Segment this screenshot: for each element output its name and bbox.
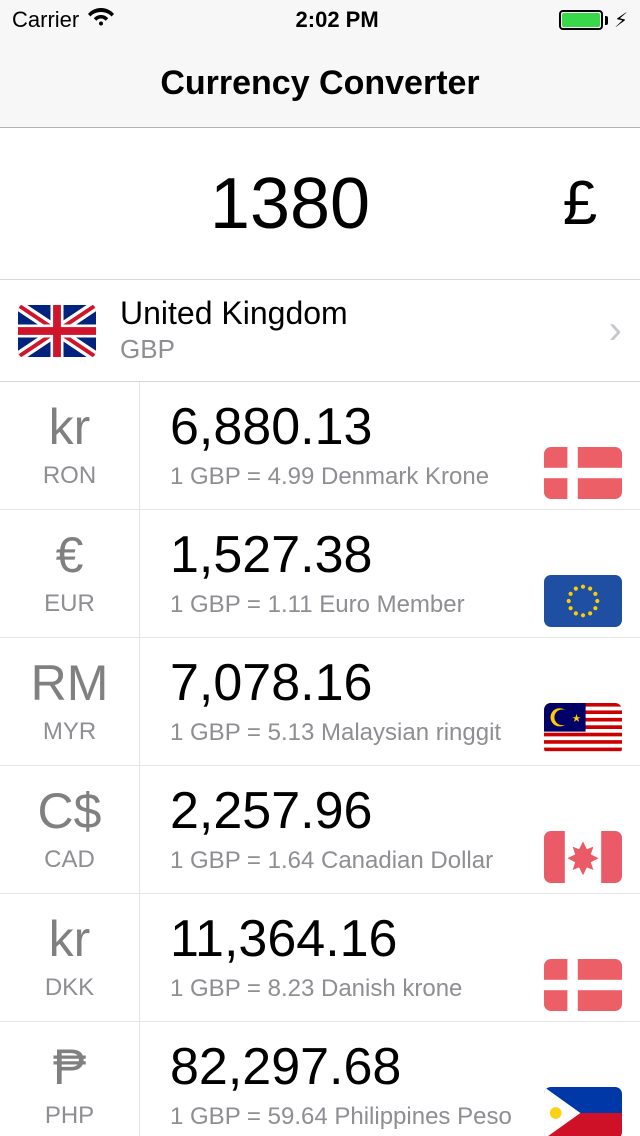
currency-symbol: C$	[38, 786, 102, 836]
converted-amount: 6,880.13	[170, 400, 544, 455]
currency-symbol-col: ₱ PHP	[0, 1022, 140, 1136]
currency-value-col: 6,880.13 1 GBP = 4.99 Denmark Krone	[140, 382, 544, 509]
carrier-label: Carrier	[12, 7, 79, 33]
flag-col	[544, 638, 640, 765]
base-currency-row[interactable]: United Kingdom GBP ›	[0, 280, 640, 382]
currency-symbol: kr	[49, 914, 91, 964]
currency-symbol: €	[56, 530, 84, 580]
currency-symbol-col: € EUR	[0, 510, 140, 637]
charging-icon: ⚡︎	[614, 8, 628, 33]
amount-input[interactable]: 1380	[0, 163, 520, 245]
currency-code: RON	[43, 462, 96, 490]
nav-bar: Currency Converter	[0, 40, 640, 128]
flag-icon	[544, 959, 622, 1011]
currency-code: CAD	[44, 846, 95, 874]
exchange-rate: 1 GBP = 1.11 Euro Member	[170, 591, 544, 619]
page-title: Currency Converter	[160, 64, 479, 103]
currency-symbol-col: RM MYR	[0, 638, 140, 765]
currency-value-col: 1,527.38 1 GBP = 1.11 Euro Member	[140, 510, 544, 637]
currency-value-col: 2,257.96 1 GBP = 1.64 Canadian Dollar	[140, 766, 544, 893]
currency-row[interactable]: kr DKK 11,364.16 1 GBP = 8.23 Danish kro…	[0, 894, 640, 1022]
flag-icon	[18, 304, 96, 358]
flag-col	[544, 1022, 640, 1136]
currency-symbol: RM	[31, 658, 109, 708]
currency-row[interactable]: € EUR 1,527.38 1 GBP = 1.11 Euro Member	[0, 510, 640, 638]
amount-row[interactable]: 1380 £	[0, 128, 640, 280]
base-currency-text: United Kingdom GBP	[96, 296, 609, 364]
currency-row[interactable]: kr RON 6,880.13 1 GBP = 4.99 Denmark Kro…	[0, 382, 640, 510]
exchange-rate: 1 GBP = 5.13 Malaysian ringgit	[170, 719, 544, 747]
currency-symbol-col: kr DKK	[0, 894, 140, 1021]
flag-icon	[544, 831, 622, 883]
flag-col	[544, 382, 640, 509]
currency-symbol: kr	[49, 402, 91, 452]
currency-code: MYR	[43, 718, 96, 746]
currency-symbol: ₱	[53, 1042, 86, 1092]
flag-col	[544, 894, 640, 1021]
currency-symbol-col: kr RON	[0, 382, 140, 509]
currency-value-col: 11,364.16 1 GBP = 8.23 Danish krone	[140, 894, 544, 1021]
converted-amount: 7,078.16	[170, 656, 544, 711]
status-time: 2:02 PM	[296, 7, 379, 33]
converted-amount: 11,364.16	[170, 912, 544, 967]
flag-icon	[544, 575, 622, 627]
exchange-rate: 1 GBP = 59.64 Philippines Peso	[170, 1103, 544, 1131]
exchange-rate: 1 GBP = 4.99 Denmark Krone	[170, 463, 544, 491]
currency-value-col: 82,297.68 1 GBP = 59.64 Philippines Peso	[140, 1022, 544, 1136]
status-bar: Carrier 2:02 PM ⚡︎	[0, 0, 640, 40]
flag-col	[544, 766, 640, 893]
currency-code: PHP	[45, 1102, 94, 1130]
base-code-label: GBP	[120, 334, 609, 365]
flag-icon	[544, 447, 622, 499]
converted-amount: 82,297.68	[170, 1040, 544, 1095]
currency-row[interactable]: C$ CAD 2,257.96 1 GBP = 1.64 Canadian Do…	[0, 766, 640, 894]
battery-icon	[559, 10, 608, 30]
flag-icon	[544, 1087, 622, 1136]
chevron-right-icon: ›	[609, 308, 622, 353]
currency-code: EUR	[44, 590, 95, 618]
currency-symbol-col: C$ CAD	[0, 766, 140, 893]
converted-amount: 1,527.38	[170, 528, 544, 583]
flag-col	[544, 510, 640, 637]
wifi-icon	[87, 7, 115, 33]
exchange-rate: 1 GBP = 1.64 Canadian Dollar	[170, 847, 544, 875]
currency-value-col: 7,078.16 1 GBP = 5.13 Malaysian ringgit	[140, 638, 544, 765]
currency-row[interactable]: RM MYR 7,078.16 1 GBP = 5.13 Malaysian r…	[0, 638, 640, 766]
status-right: ⚡︎	[559, 8, 628, 33]
base-country-label: United Kingdom	[120, 296, 609, 331]
status-left: Carrier	[12, 7, 115, 33]
currency-code: DKK	[45, 974, 94, 1002]
currency-row[interactable]: ₱ PHP 82,297.68 1 GBP = 59.64 Philippine…	[0, 1022, 640, 1136]
converted-amount: 2,257.96	[170, 784, 544, 839]
amount-symbol: £	[520, 168, 640, 239]
flag-icon	[544, 703, 622, 755]
currency-list: kr RON 6,880.13 1 GBP = 4.99 Denmark Kro…	[0, 382, 640, 1136]
exchange-rate: 1 GBP = 8.23 Danish krone	[170, 975, 544, 1003]
